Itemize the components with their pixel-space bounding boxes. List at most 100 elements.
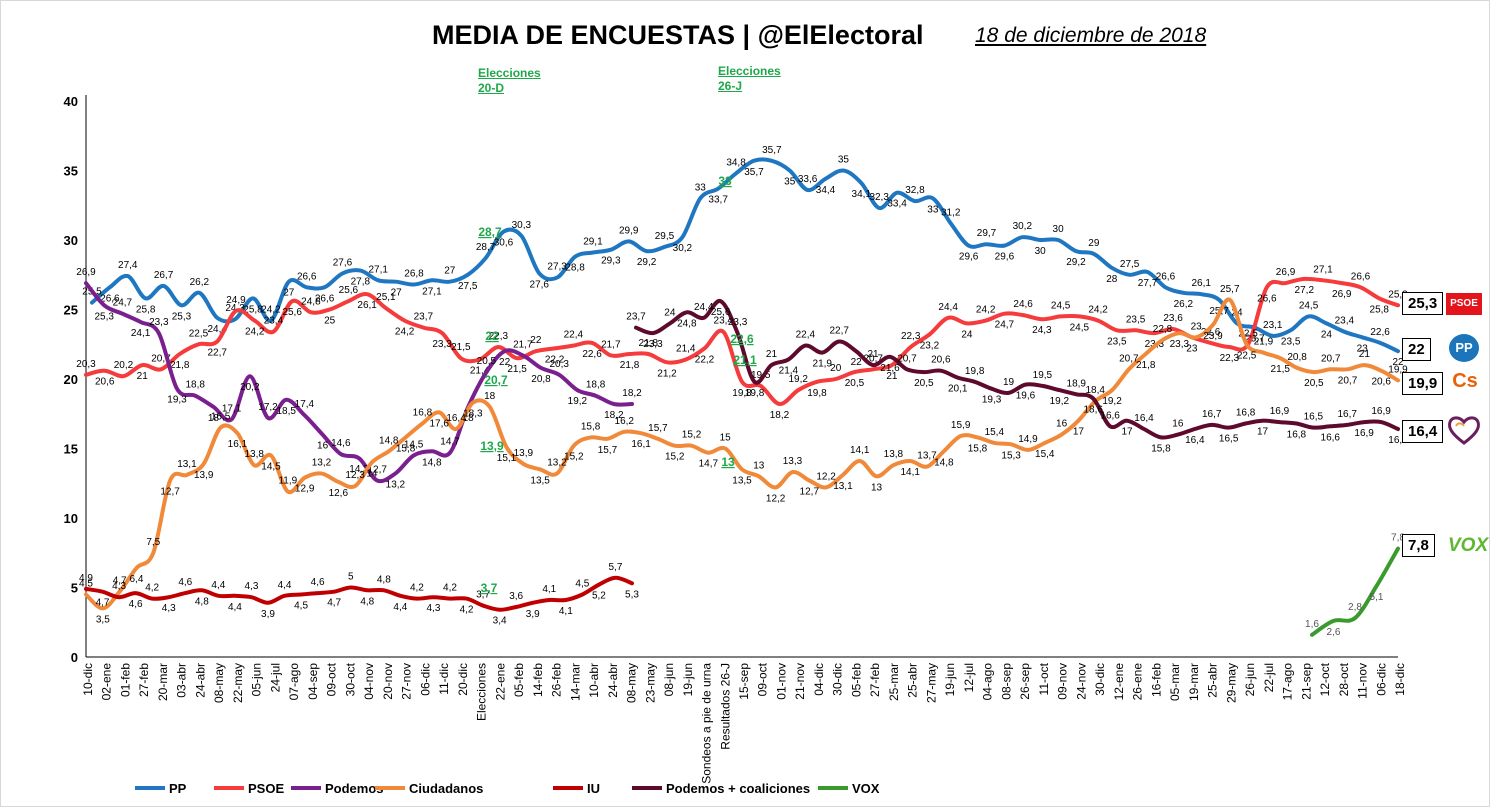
- data-point-podemos-coaliciones: [1125, 419, 1129, 422]
- data-point-ciudadanos: [1026, 448, 1030, 452]
- data-point-vox: [1332, 619, 1335, 623]
- data-point-pp: [752, 159, 756, 162]
- data-label-psoe: 22,3: [901, 331, 921, 342]
- data-point-pp: [1164, 286, 1167, 289]
- data-point-pp: [770, 159, 774, 162]
- data-point-pp: [1092, 252, 1096, 256]
- data-label-podemos: 17,4: [295, 399, 315, 410]
- data-point-ciudadanos: [942, 450, 946, 453]
- data-label-psoe: 21,8: [620, 360, 640, 371]
- data-label-iu: 3,9: [526, 609, 540, 620]
- data-label-iu: 4,4: [278, 580, 292, 591]
- data-label-psoe: 22,3: [1220, 353, 1240, 364]
- data-label-ciudadanos: 16,5: [211, 412, 231, 423]
- data-label-podemos-coaliciones: 21,6: [880, 363, 900, 374]
- data-label-ciudadanos: 13,9: [514, 448, 534, 459]
- data-point-pp: [555, 276, 559, 279]
- data-label-pp: 26,6: [100, 293, 120, 304]
- data-point-ciudadanos: [202, 462, 205, 465]
- data-point-podemos: [576, 388, 579, 392]
- data-point-pp: [967, 244, 970, 247]
- data-label-ciudadanos: 15,2: [665, 452, 685, 463]
- data-label-ciudadanos: 7,5: [146, 537, 160, 548]
- data-point-psoe: [1096, 319, 1100, 322]
- x-tick-label: 22-jul: [1262, 663, 1276, 692]
- data-point-psoe: [365, 293, 369, 296]
- data-point-pp: [663, 245, 666, 249]
- x-tick-label: 21-nov: [793, 663, 807, 700]
- data-label-ciudadanos: 14: [366, 468, 378, 479]
- data-point-ciudadanos: [1396, 379, 1400, 382]
- data-point-pp: [734, 172, 738, 175]
- data-point-podemos-coaliciones: [753, 380, 756, 383]
- data-point-pp: [144, 297, 147, 300]
- data-label-psoe: 22,2: [545, 354, 565, 365]
- data-point-ciudadanos: [1379, 369, 1383, 372]
- data-label-pp: 26,8: [404, 268, 424, 279]
- x-tick-label: 11-nov: [1356, 663, 1370, 699]
- data-point-vox: [1310, 633, 1314, 636]
- data-point-psoe: [740, 380, 744, 383]
- data-label-ciudadanos: 12,9: [295, 484, 315, 495]
- data-label-psoe: 23,4: [264, 316, 284, 327]
- data-point-pp: [412, 283, 416, 286]
- last-value-vox: 7,8: [1402, 534, 1435, 557]
- data-point-podemos: [612, 402, 615, 406]
- data-point-iu: [134, 591, 137, 595]
- data-point-podemos-coaliciones: [888, 355, 892, 358]
- data-label-ciudadanos: 13,7: [917, 451, 937, 462]
- data-point-podemos-coaliciones: [838, 340, 841, 343]
- data-label-psoe: 25,3: [1388, 289, 1408, 300]
- data-point-psoe: [1021, 313, 1025, 317]
- data-point-pp: [573, 255, 577, 258]
- chart-date: 18 de diciembre de 2018: [975, 24, 1207, 47]
- data-point-psoe: [1396, 304, 1400, 307]
- data-label-podemos-coaliciones: 16,5: [1304, 412, 1324, 423]
- annotation-label: 20,7: [484, 373, 508, 387]
- data-label-pp: 23,5: [1281, 336, 1301, 347]
- data-point-ciudadanos: [656, 437, 660, 440]
- data-point-psoe: [722, 330, 725, 333]
- data-point-ciudadanos: [1363, 363, 1366, 367]
- data-point-ciudadanos: [639, 432, 643, 435]
- data-label-podemos-coaliciones: 19,2: [1050, 396, 1070, 407]
- data-label-pp: 27,1: [369, 264, 389, 275]
- x-tick-label: 12-oct: [1318, 662, 1332, 696]
- legend-label-podemos: Podemos: [325, 781, 384, 796]
- data-point-pp: [1074, 249, 1078, 253]
- data-label-vox: 2,8: [1348, 602, 1362, 613]
- data-point-pp: [251, 297, 255, 300]
- data-label-podemos-coaliciones: 16,6: [1321, 432, 1341, 443]
- x-tick-label: 30-oct: [343, 662, 357, 696]
- x-tick-label: 24-jul: [268, 663, 282, 692]
- data-label-podemos: 12,7: [367, 464, 387, 475]
- data-point-pp: [913, 199, 917, 203]
- data-label-podemos-coaliciones: 21,4: [779, 366, 799, 377]
- data-point-ciudadanos: [522, 462, 525, 465]
- data-point-iu: [382, 589, 386, 592]
- x-tick-label: 27-may: [924, 663, 938, 703]
- data-point-podemos-coaliciones: [702, 316, 705, 320]
- data-point-podemos-coaliciones: [1396, 427, 1400, 431]
- data-label-pp: 28,8: [565, 263, 585, 274]
- data-label-pp: 28: [1106, 274, 1118, 285]
- data-label-ciudadanos: 20,5: [1304, 378, 1324, 389]
- data-point-iu: [581, 593, 584, 596]
- data-label-psoe: 22,2: [695, 354, 715, 365]
- data-point-podemos: [266, 416, 270, 420]
- data-point-psoe: [1321, 279, 1325, 282]
- x-tick-label: 12-jul: [962, 663, 976, 692]
- data-point-podemos: [303, 413, 306, 417]
- data-label-pp: 33,4: [887, 199, 907, 210]
- data-point-podemos: [175, 387, 179, 390]
- data-label-psoe: 26,1: [357, 300, 377, 311]
- data-label-iu: 4,4: [228, 602, 242, 613]
- data-label-ciudadanos: 13: [871, 482, 883, 493]
- data-label-pp: 34,4: [816, 185, 836, 196]
- last-value-podemos-coaliciones: 16,4: [1402, 420, 1444, 443]
- data-label-iu: 4,1: [542, 584, 556, 595]
- data-point-podemos-coaliciones: [685, 311, 688, 314]
- data-label-ciudadanos: 15,8: [968, 443, 988, 454]
- data-point-pp: [860, 181, 863, 185]
- data-label-podemos-coaliciones: 23,7: [626, 312, 646, 323]
